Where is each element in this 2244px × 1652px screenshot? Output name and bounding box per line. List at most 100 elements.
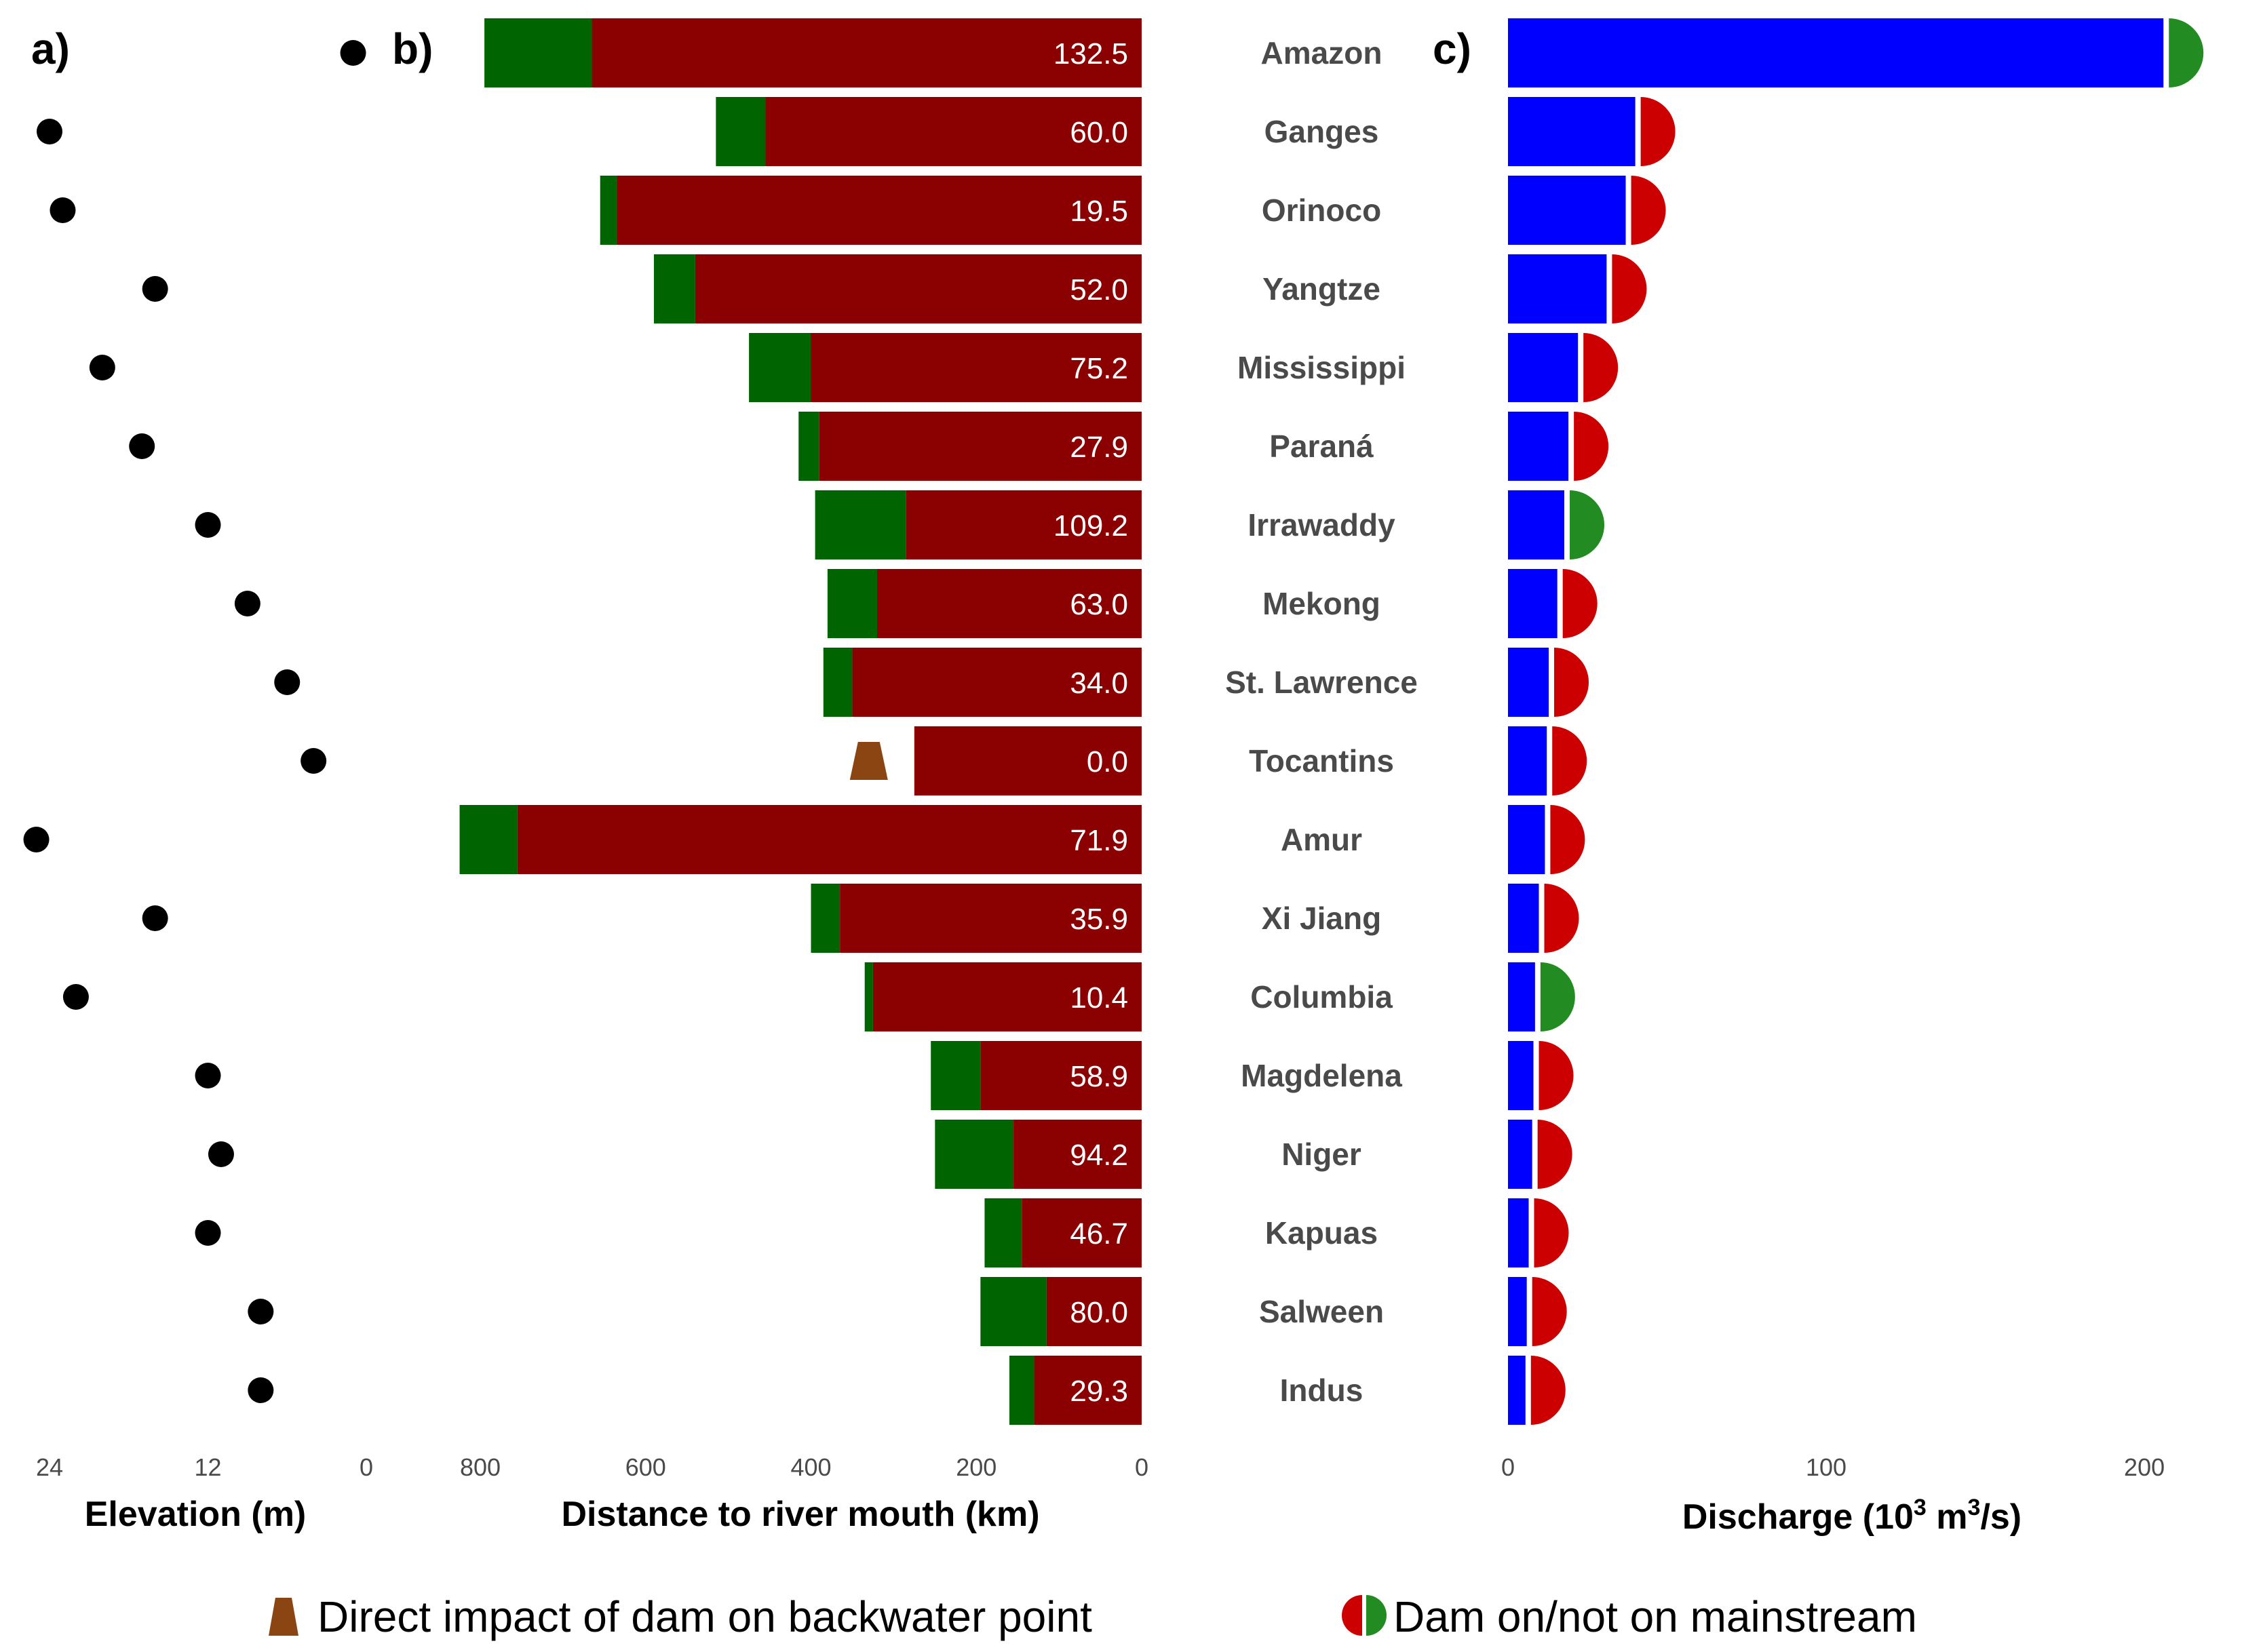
legend-dam-mainstream-label: Dam on/not on mainstream xyxy=(1393,1592,1917,1641)
elevation-point xyxy=(195,1063,221,1088)
river-name-label: Magdelena xyxy=(1241,1058,1402,1093)
dam-distance-bar xyxy=(811,333,1142,402)
backwater-extent-bar xyxy=(811,884,840,953)
distance-axis-title: Distance to river mouth (km) xyxy=(561,1495,1039,1534)
discharge-bar xyxy=(1508,412,1569,481)
elevation-point xyxy=(50,197,76,223)
dam-distance-bar xyxy=(592,18,1142,87)
elevation-point xyxy=(62,984,89,1010)
dam-on-mainstream-marker xyxy=(1550,805,1585,874)
distance-bar-label: 35.9 xyxy=(1070,903,1128,936)
dam-distance-bar xyxy=(617,176,1142,245)
dam-on-mainstream-icon xyxy=(1342,1595,1362,1636)
distance-bar-label: 58.9 xyxy=(1070,1060,1128,1093)
distance-bar-label: 75.2 xyxy=(1070,352,1128,385)
dam-distance-bar xyxy=(819,412,1142,481)
discharge-tick-label: 0 xyxy=(1501,1453,1515,1481)
distance-tick-label: 800 xyxy=(460,1453,501,1481)
elevation-point xyxy=(142,905,168,931)
elevation-point xyxy=(129,433,155,459)
backwater-extent-bar xyxy=(653,254,695,323)
discharge-bar xyxy=(1508,884,1539,953)
distance-tick-label: 400 xyxy=(790,1453,831,1481)
river-name-label: Orinoco xyxy=(1262,193,1381,228)
legend-direct-impact-label: Direct impact of dam on backwater point xyxy=(317,1592,1092,1641)
backwater-extent-bar xyxy=(1009,1356,1034,1425)
river-name-label: Paraná xyxy=(1269,429,1374,464)
discharge-bar xyxy=(1508,569,1558,638)
river-name-label: Ganges xyxy=(1264,114,1379,149)
backwater-extent-bar xyxy=(931,1041,981,1110)
distance-tick-label: 200 xyxy=(956,1453,997,1481)
discharge-axis-title: Discharge (103 m3/s) xyxy=(1682,1495,2021,1537)
elevation-point xyxy=(234,591,260,616)
distance-bar-label: 10.4 xyxy=(1070,981,1128,1015)
distance-bar-label: 34.0 xyxy=(1070,667,1128,700)
dam-direct-impact-icon xyxy=(849,742,888,780)
river-name-label: Xi Jiang xyxy=(1262,901,1381,936)
discharge-bar xyxy=(1508,805,1545,874)
discharge-bar xyxy=(1508,648,1549,717)
distance-bar-label: 29.3 xyxy=(1070,1375,1128,1408)
elevation-point xyxy=(248,1299,274,1324)
dam-on-mainstream-marker xyxy=(1552,726,1587,795)
discharge-bar xyxy=(1508,176,1626,245)
river-name-label: Yangtze xyxy=(1262,271,1380,307)
distance-bar-chart: 132.5 60.0 19.5 52.0 75.2 27.9 109.2 63.0 34.0 0.… xyxy=(459,18,1148,1481)
backwater-extent-bar xyxy=(823,648,853,717)
backwater-extent-bar xyxy=(827,569,877,638)
dam-on-mainstream-marker xyxy=(1574,412,1609,481)
river-name-label: Niger xyxy=(1281,1137,1361,1172)
discharge-bar xyxy=(1508,1041,1534,1110)
elevation-point xyxy=(274,669,301,695)
distance-bar-label: 27.9 xyxy=(1070,431,1128,464)
distance-bar-label: 63.0 xyxy=(1070,588,1128,621)
dam-on-mainstream-marker xyxy=(1532,1277,1567,1346)
dam-on-mainstream-marker xyxy=(1612,254,1647,323)
distance-bar-label: 52.0 xyxy=(1070,273,1128,307)
dam-on-mainstream-marker xyxy=(1640,97,1676,166)
discharge-bar xyxy=(1508,1120,1532,1189)
dam-distance-bar xyxy=(1034,1356,1142,1425)
discharge-bar xyxy=(1508,1277,1527,1346)
elevation-point xyxy=(340,40,366,66)
river-name-label: St. Lawrence xyxy=(1225,665,1418,700)
backwater-extent-bar xyxy=(980,1277,1047,1346)
panel-label-a: a) xyxy=(31,24,70,73)
river-name-label: Irrawaddy xyxy=(1247,507,1395,543)
dam-distance-bar xyxy=(517,805,1142,874)
dam-not-on-mainstream-icon xyxy=(1366,1595,1387,1636)
dam-on-mainstream-marker xyxy=(1530,1356,1566,1425)
dam-distance-bar xyxy=(1022,1198,1142,1267)
dam-on-mainstream-marker xyxy=(1544,884,1579,953)
discharge-bar xyxy=(1508,97,1636,166)
elevation-tick-label: 12 xyxy=(194,1453,221,1481)
discharge-tick-label: 100 xyxy=(1806,1453,1846,1481)
dam-distance-bar xyxy=(695,254,1142,323)
dam-icon xyxy=(269,1598,298,1636)
dam-on-mainstream-marker xyxy=(1583,333,1619,402)
elevation-point xyxy=(248,1377,274,1403)
river-name-label: Columbia xyxy=(1250,979,1393,1015)
elevation-axis-title: Elevation (m) xyxy=(85,1495,307,1534)
backwater-extent-bar xyxy=(484,18,592,87)
dam-distance-bar xyxy=(765,97,1142,166)
dam-distance-bar xyxy=(1046,1277,1142,1346)
dam-distance-bar xyxy=(906,490,1142,559)
distance-tick-label: 0 xyxy=(1135,1453,1148,1481)
river-name-list: Amazon Ganges Orinoco Yangtze Mississippi Par… xyxy=(1225,35,1418,1408)
river-name-label: Amur xyxy=(1281,822,1362,857)
elevation-point xyxy=(301,748,327,774)
legend: Direct impact of dam on backwater point … xyxy=(269,1592,1917,1641)
river-name-label: Amazon xyxy=(1261,35,1382,71)
river-name-label: Mississippi xyxy=(1237,350,1406,385)
elevation-point xyxy=(89,355,115,380)
dam-distance-bar xyxy=(852,648,1142,717)
panel-label-c: c) xyxy=(1433,24,1471,73)
backwater-extent-bar xyxy=(459,805,518,874)
distance-bar-label: 94.2 xyxy=(1070,1139,1128,1172)
dam-distance-bar xyxy=(840,884,1142,953)
river-name-label: Kapuas xyxy=(1265,1215,1378,1251)
dam-distance-bar xyxy=(872,962,1142,1031)
